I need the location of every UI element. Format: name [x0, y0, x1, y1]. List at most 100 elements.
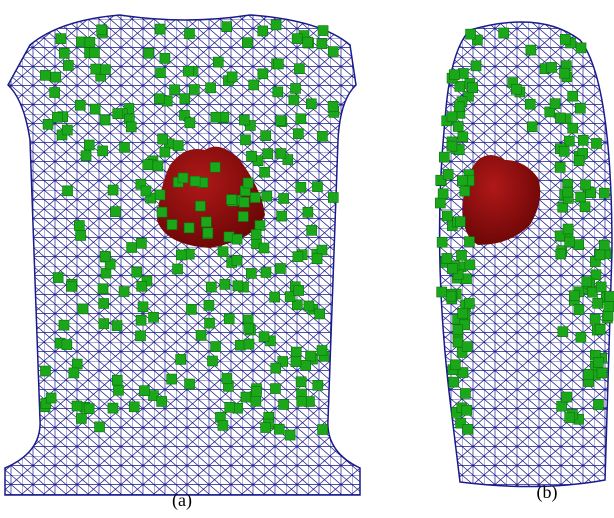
electrode [173, 141, 183, 151]
electrode [442, 211, 452, 221]
electrode [460, 186, 470, 196]
electrode [233, 281, 243, 291]
electrode [108, 403, 118, 413]
electrode [457, 250, 467, 260]
electrode [292, 34, 302, 44]
electrode [564, 136, 574, 146]
electrode [167, 220, 177, 230]
electrode [271, 363, 281, 373]
electrode [289, 95, 299, 105]
electrode [222, 373, 232, 383]
electrode [56, 34, 66, 44]
electrode [317, 131, 327, 141]
electrode [207, 356, 217, 366]
electrode [313, 380, 323, 390]
electrode [72, 359, 82, 369]
electrode [307, 225, 317, 235]
electrode [81, 151, 91, 161]
electrode [100, 251, 110, 261]
electrode [67, 281, 77, 291]
electrode [262, 191, 272, 201]
electrode [85, 37, 95, 47]
electrode [53, 273, 63, 283]
electrode [251, 230, 261, 240]
electrode [99, 319, 109, 329]
electrode [101, 268, 111, 278]
electrode [271, 20, 281, 30]
electrode [75, 100, 85, 110]
electrode [196, 330, 206, 340]
electrode [465, 260, 475, 270]
electrode [72, 401, 82, 411]
electrode [576, 43, 586, 53]
electrode [227, 72, 237, 82]
electrode [565, 237, 575, 247]
electrode [218, 247, 228, 257]
electrode [129, 402, 139, 412]
electrode [605, 291, 614, 301]
electrode [304, 301, 314, 311]
electrode [180, 94, 190, 104]
electrode [557, 401, 567, 411]
electrode [261, 423, 271, 433]
electrode [274, 424, 284, 434]
electrode [312, 182, 322, 192]
electrode [119, 287, 129, 297]
electrode [593, 298, 603, 308]
electrode [297, 396, 307, 406]
electrode [112, 375, 122, 385]
electrode [244, 323, 254, 333]
electrode [259, 332, 269, 342]
electrode [458, 308, 468, 318]
electrode [157, 207, 167, 217]
electrode [160, 53, 170, 63]
electrode [204, 300, 214, 310]
electrode [457, 176, 467, 186]
electrode [242, 38, 252, 48]
electrode [89, 48, 99, 58]
electrode [581, 180, 591, 190]
electrode [595, 250, 605, 260]
electrode [183, 66, 193, 76]
electrode [447, 112, 457, 122]
electrode [241, 392, 251, 402]
electrode [306, 351, 316, 361]
electrode [263, 149, 273, 159]
electrode [213, 57, 223, 67]
electrode [328, 192, 338, 202]
electrode [160, 147, 170, 157]
electrode [226, 195, 236, 205]
electrode [201, 217, 211, 227]
electrode [312, 254, 322, 264]
electrode [155, 94, 165, 104]
electrode [582, 277, 592, 287]
electrode [158, 134, 168, 144]
electrode [139, 386, 149, 396]
electrode [460, 388, 470, 398]
electrode [126, 122, 136, 132]
electrode [155, 190, 165, 200]
electrode [210, 162, 220, 172]
electrode [328, 47, 338, 57]
electrode [596, 282, 606, 292]
electrode [251, 386, 261, 396]
electrode [437, 237, 447, 247]
electrode [525, 99, 535, 109]
electrode [464, 298, 474, 308]
electrode [435, 198, 445, 208]
electrode [291, 357, 301, 367]
electrode [463, 424, 473, 434]
electrode [559, 146, 569, 156]
electrode [558, 327, 568, 337]
electrode [149, 312, 159, 322]
electrode [296, 114, 306, 124]
electrode [526, 45, 536, 55]
electrode [167, 374, 177, 384]
electrode [62, 125, 72, 135]
electrode [155, 24, 165, 34]
electrode [443, 169, 453, 179]
electrode [446, 291, 456, 301]
electrode [132, 267, 142, 277]
electrode [291, 347, 301, 357]
electrode [296, 182, 306, 192]
